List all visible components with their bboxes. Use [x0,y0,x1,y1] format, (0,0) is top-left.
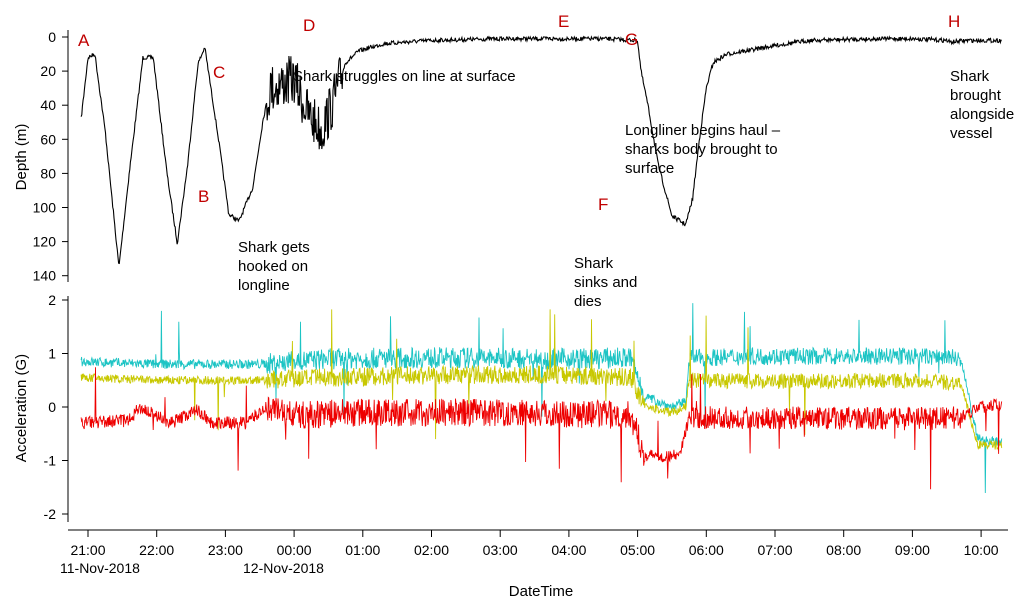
annotation-alongside-line-2: brought [950,87,1002,104]
accel-series-line [80,309,1003,452]
annotation-sinks-line-1: Shark [574,255,614,272]
depth-y-tick-label: 60 [40,131,56,147]
depth-y-axis-title: Depth (m) [13,124,30,191]
annotation-alongside-line-4: vessel [950,125,993,142]
accel-y-tick-label: 0 [48,399,56,415]
x-tick-label: 08:00 [826,542,861,558]
marker-f: F [598,195,608,214]
accel-y-tick-label: 2 [48,292,56,308]
marker-c: C [213,63,225,82]
depth-y-tick-label: 140 [33,268,57,284]
annotation-sinks-line-2: sinks and [574,274,637,291]
depth-series-line [80,35,1002,265]
x-tick-label: 01:00 [345,542,380,558]
x-tick-label: 22:00 [139,542,174,558]
depth-y-tick-label: 0 [48,29,56,45]
x-tick-label: 04:00 [551,542,586,558]
annotation-haul-line-2: sharks body brought to [625,141,778,158]
acceleration-panel: 2 1 0 -1 -2 Acceleration (G) [13,292,1003,522]
annotation-haul-line-1: Longliner begins haul – [625,122,781,139]
accel-y-tick-label: -2 [44,506,57,522]
depth-y-tick-label: 80 [40,165,56,181]
annotations: Shark struggles on line at surface Longl… [238,68,1014,310]
annotation-alongside-line-3: alongside [950,106,1014,123]
marker-e: E [558,12,569,31]
marker-d: D [303,16,315,35]
x-axis: 21:00 22:00 23:00 00:00 01:00 02:00 03:00 04:00… [60,529,1008,600]
depth-y-ticks: 0 20 40 60 80 100 120 140 [33,29,68,284]
marker-b: B [198,187,209,206]
annotation-hooked-line-1: Shark gets [238,239,310,256]
x-axis-title: DateTime [509,583,573,600]
accel-y-tick-label: -1 [44,453,57,469]
accel-series [80,303,1003,494]
x-tick-label: 07:00 [757,542,792,558]
depth-y-tick-label: 20 [40,63,56,79]
accel-y-ticks: 2 1 0 -1 -2 [44,292,68,522]
annotation-hooked-line-3: longline [238,277,290,294]
annotation-alongside-line-1: Shark [950,68,990,85]
x-tick-label: 09:00 [895,542,930,558]
date-label-2: 12-Nov-2018 [243,560,324,576]
x-tick-label: 23:00 [208,542,243,558]
accel-series-line [80,367,1003,490]
event-markers: A B C D E F G H [78,12,960,214]
x-tick-label: 10:00 [964,542,999,558]
x-tick-label: 03:00 [483,542,518,558]
marker-g: G [625,30,638,49]
depth-y-tick-label: 40 [40,97,56,113]
depth-y-tick-label: 100 [33,200,57,216]
depth-series [80,35,1002,265]
marker-a: A [78,31,90,50]
depth-panel: 0 20 40 60 80 100 120 140 Depth (m) [13,29,1002,284]
x-tick-label: 02:00 [414,542,449,558]
depth-y-tick-label: 120 [33,234,57,250]
x-tick-label: 06:00 [689,542,724,558]
annotation-hooked-line-2: hooked on [238,258,308,275]
x-ticks: 21:00 22:00 23:00 00:00 01:00 02:00 03:00 04:00… [70,530,999,558]
accel-y-tick-label: 1 [48,346,56,362]
x-tick-label: 00:00 [277,542,312,558]
marker-h: H [948,12,960,31]
accel-series-line [80,303,1003,494]
accel-y-axis-title: Acceleration (G) [13,354,30,462]
date-label-1: 11-Nov-2018 [60,560,140,576]
annotation-sinks-line-3: dies [574,293,602,310]
x-tick-label: 05:00 [620,542,655,558]
x-tick-label: 21:00 [70,542,105,558]
annotation-haul-line-3: surface [625,160,674,177]
annotation-struggles: Shark struggles on line at surface [293,68,516,85]
